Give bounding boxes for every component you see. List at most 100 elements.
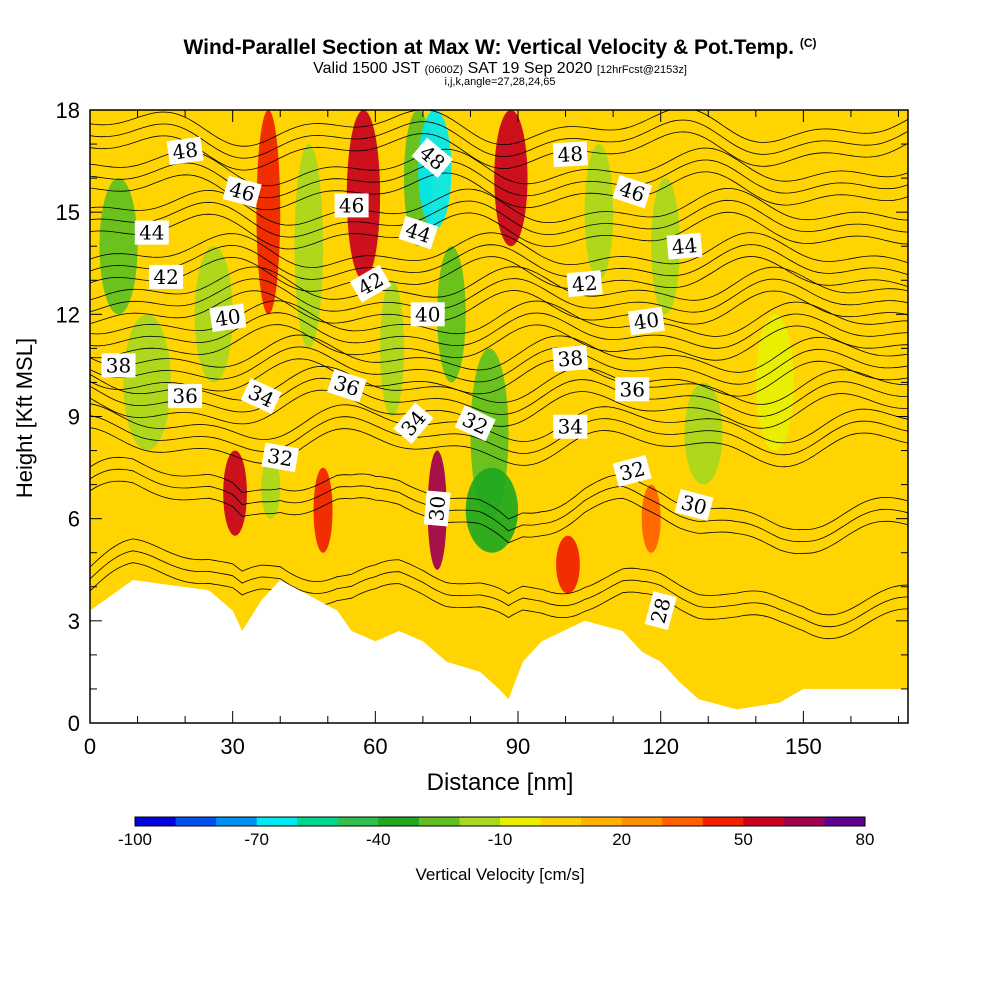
colorbar-swatch: [743, 817, 785, 826]
contour-label: 46: [222, 175, 262, 208]
contour-label: 46: [334, 193, 369, 218]
plot-area: [90, 110, 908, 723]
colorbar-swatch: [459, 817, 501, 826]
contour-label-text: 42: [153, 265, 178, 289]
contour-label-box: [334, 193, 369, 218]
colorbar-tick-label: 20: [612, 830, 631, 849]
theta-contour-line: [90, 562, 908, 640]
colorbar: -100 -70 -40 -10 20 50 80: [118, 816, 875, 849]
theta-contour-line: [90, 266, 908, 301]
theta-contour-line: [90, 358, 908, 397]
contour-label-box: [615, 377, 650, 402]
contour-label-text: 32: [266, 443, 295, 471]
contour-label: 36: [168, 384, 203, 409]
theta-contour-line: [90, 427, 908, 468]
contour-label: 48: [166, 136, 204, 166]
contour-label-text: 40: [214, 304, 243, 331]
contour-label-box: [261, 442, 300, 473]
x-tick-label: 150: [785, 734, 822, 759]
colorbar-tick-label: -40: [366, 830, 391, 849]
velocity-cell: [313, 467, 333, 553]
colorbar-swatch: [783, 817, 825, 826]
theta-contour-line: [90, 365, 908, 405]
contour-label-box: [674, 489, 714, 521]
contour-label-box: [209, 303, 247, 332]
contour-label-text: 42: [571, 271, 598, 297]
theta-contour-line: [90, 480, 908, 555]
colorbar-tick-label: -10: [488, 830, 513, 849]
contour-label-box: [222, 175, 262, 208]
colorbar-swatch: [621, 817, 663, 826]
theta-contour-line: [90, 538, 908, 616]
contour-label-text: 38: [106, 353, 131, 377]
contour-label-box: [166, 136, 204, 166]
velocity-cell: [684, 382, 723, 485]
velocity-cell: [556, 535, 580, 594]
contour-label-box: [168, 384, 203, 409]
chart-indices: i,j,k,angle=27,28,24,65: [444, 76, 556, 88]
velocity-cell: [261, 457, 281, 519]
contour-label-text: 44: [671, 233, 698, 259]
theta-contour-line: [90, 389, 908, 429]
contour-label: 36: [615, 377, 650, 402]
colorbar-swatch: [418, 817, 460, 826]
colorbar-tick-label: 80: [856, 830, 875, 849]
contour-label: 34: [553, 414, 588, 439]
y-tick-label: 6: [68, 507, 80, 532]
contour-label-box: [666, 232, 703, 260]
chart-subtitle: Valid 1500 JST (0600Z) SAT 19 Sep 2020 […: [313, 60, 687, 77]
theta-contour-line: [90, 119, 908, 159]
theta-contour-line: [90, 131, 908, 171]
colorbar-swatch: [175, 817, 217, 826]
contour-label-box: [326, 369, 367, 403]
velocity-cell: [641, 484, 661, 553]
contour-label-box: [134, 220, 169, 245]
velocity-cell: [494, 110, 528, 247]
contour-label-box: [612, 175, 653, 209]
theta-contour-line: [90, 159, 908, 199]
colorbar-swatch: [581, 817, 623, 826]
contour-label-box: [398, 215, 439, 250]
colorbar-swatch: [662, 817, 704, 826]
x-tick-label: 90: [506, 734, 530, 759]
contour-label: 38: [101, 353, 136, 378]
colorbar-swatch: [135, 817, 177, 826]
contour-label-box: [411, 137, 454, 178]
y-tick-label: 12: [56, 302, 80, 327]
colorbar-swatch: [824, 817, 866, 826]
y-tick-label: 9: [68, 405, 80, 430]
theta-contour-line: [90, 334, 908, 373]
contour-label-box: [644, 591, 677, 631]
contour-label-text: 48: [171, 137, 200, 164]
theta-contour-line: [90, 290, 908, 325]
theta-contour-line: [90, 377, 908, 417]
x-tick-label: 30: [220, 734, 244, 759]
velocity-cell: [223, 450, 247, 536]
contour-label-box: [101, 353, 136, 378]
contour-label-box: [627, 306, 665, 336]
contour-label-text: 40: [632, 307, 661, 334]
contour-label: 30: [674, 489, 714, 521]
contour-label-box: [410, 302, 445, 327]
contour-label: 30: [423, 490, 451, 527]
chart-title: Wind-Parallel Section at Max W: Vertical…: [183, 36, 817, 59]
contour-label-box: [349, 264, 392, 303]
contour-label-text: 38: [557, 346, 584, 372]
contour-label-box: [552, 141, 588, 168]
theta-contour-line: [90, 232, 908, 268]
theta-contour-line: [90, 346, 908, 385]
contour-label: 38: [552, 345, 589, 373]
contour-label-text: 36: [172, 384, 197, 408]
theta-contour-line: [90, 403, 908, 444]
contour-label-box: [566, 270, 603, 298]
colorbar-label: Vertical Velocity [cm/s]: [415, 865, 584, 884]
x-tick-label: 0: [84, 734, 96, 759]
contour-label-box: [454, 405, 496, 442]
contour-label: 40: [627, 306, 665, 336]
colorbar-tick-label: -70: [244, 830, 269, 849]
contour-label: 44: [134, 220, 169, 245]
colorbar-swatch: [378, 817, 420, 826]
contour-label-text: 36: [619, 377, 644, 401]
velocity-cell: [437, 246, 466, 383]
